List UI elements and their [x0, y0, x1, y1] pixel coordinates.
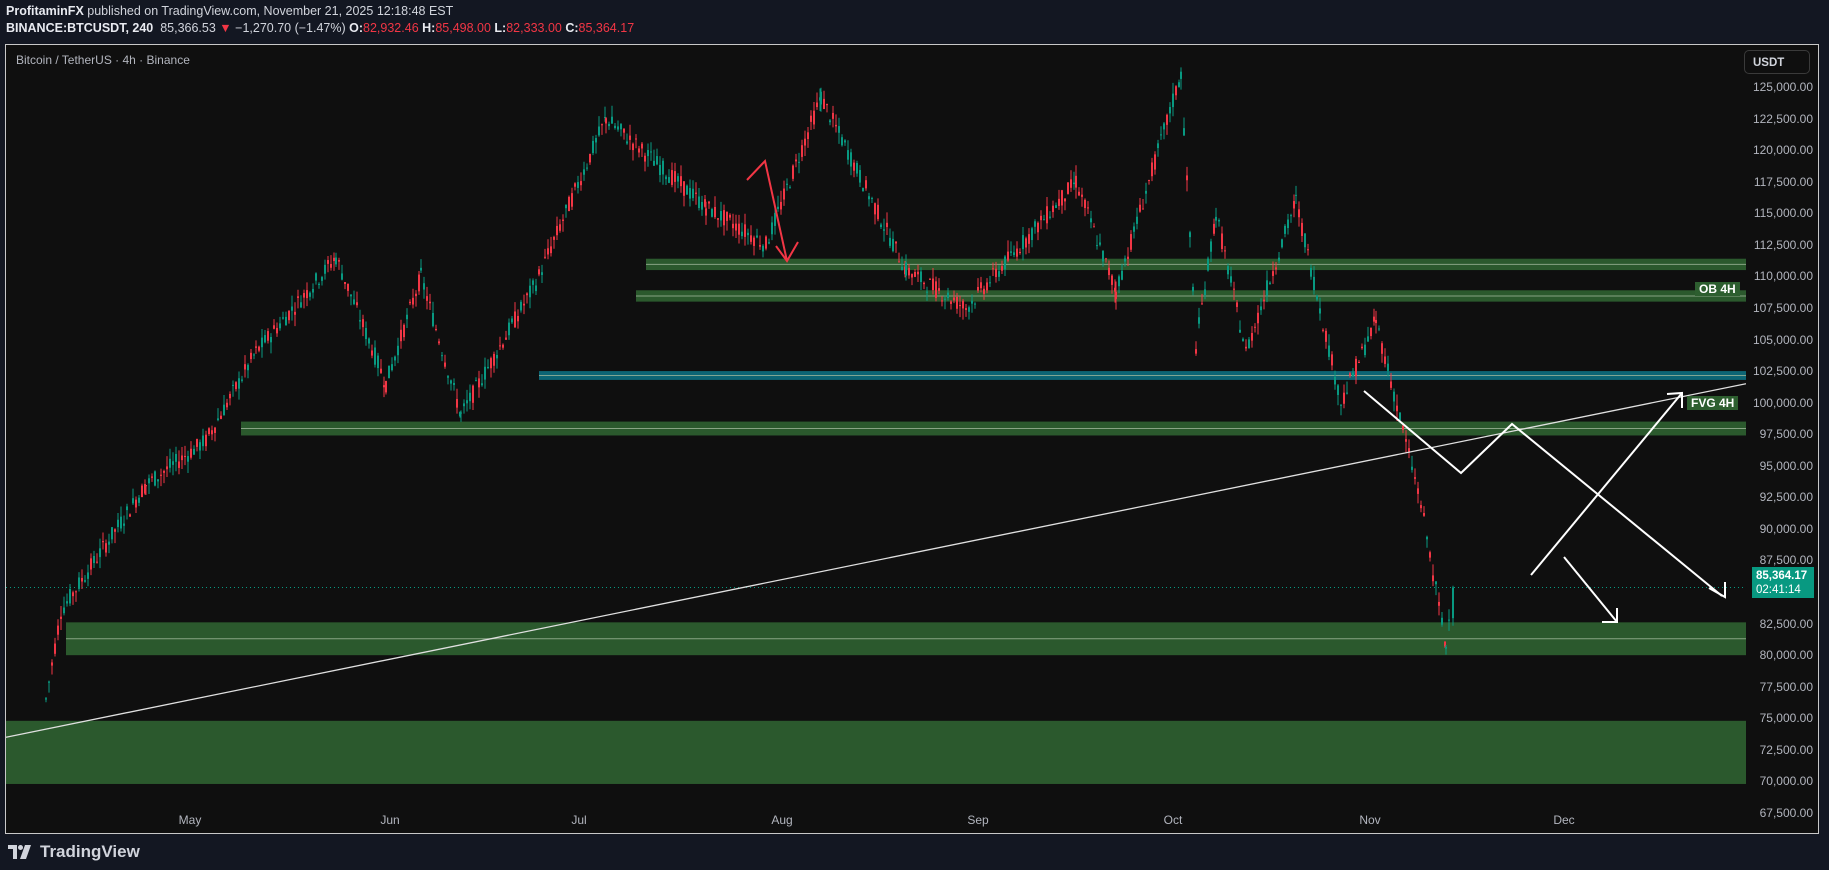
- price-tick: 122,500.00: [1752, 111, 1813, 126]
- triangle-down-icon: ▼: [219, 21, 232, 35]
- time-tick: Jul: [571, 813, 587, 827]
- currency-button[interactable]: USDT: [1744, 50, 1810, 74]
- open-value: 82,932.46: [363, 21, 419, 35]
- time-axis[interactable]: May Jun Jul Aug Sep Oct Nov Dec: [6, 805, 1746, 833]
- time-tick: Dec: [1553, 813, 1575, 827]
- time-tick: May: [178, 813, 202, 827]
- price-tick: 105,000.00: [1752, 332, 1813, 347]
- price-plot[interactable]: [6, 45, 1746, 805]
- price-tick: 67,500.00: [1759, 805, 1813, 820]
- time-tick: Jun: [380, 813, 400, 827]
- publish-header: ProfitaminFX published on TradingView.co…: [6, 3, 634, 36]
- price-tick: 112,500.00: [1753, 237, 1813, 252]
- brand-name: TradingView: [40, 842, 140, 861]
- price-tick: 120,000.00: [1752, 143, 1813, 158]
- price-axis[interactable]: 125,000.00 122,500.00 120,000.00 117,500.00…: [1751, 45, 1821, 835]
- price-tick: 82,500.00: [1759, 616, 1813, 631]
- open-label: O:: [349, 21, 364, 35]
- price-tick: 102,500.00: [1752, 364, 1813, 379]
- close-label: C:: [565, 21, 579, 35]
- tradingview-logo-icon: [8, 845, 31, 859]
- price-tick: 70,000.00: [1759, 774, 1813, 789]
- close-value: 85,364.17: [578, 21, 635, 35]
- price-tick: 75,000.00: [1759, 711, 1813, 726]
- ob-4h-label: OB 4H: [1695, 282, 1740, 296]
- symbol-label: BINANCE:BTCUSDT, 240: [6, 21, 154, 35]
- price-tick: 90,000.00: [1759, 521, 1813, 536]
- last-price: 85,366.53: [160, 21, 216, 35]
- price-tick: 92,500.00: [1759, 490, 1813, 505]
- price-tick: 77,500.00: [1759, 679, 1813, 694]
- low-value: 82,333.00: [506, 21, 562, 35]
- author-name[interactable]: ProfitaminFX: [6, 4, 84, 18]
- published-text: published on TradingView.com, November 2…: [87, 4, 454, 18]
- price-tick: 97,500.00: [1759, 427, 1813, 442]
- time-tick: Nov: [1359, 813, 1381, 827]
- price-tick: 72,500.00: [1759, 742, 1813, 757]
- price-change: −1,270.70 (−1.47%): [235, 21, 346, 35]
- high-label: H:: [422, 21, 436, 35]
- time-tick: Sep: [967, 813, 989, 827]
- price-tick: 125,000.00: [1752, 80, 1813, 94]
- price-tick: 87,500.00: [1759, 553, 1813, 568]
- current-price: 85,364.17: [1756, 570, 1808, 582]
- bar-countdown: 02:41:14: [1756, 584, 1801, 596]
- price-tick: 95,000.00: [1759, 458, 1813, 473]
- chart-title: Bitcoin / TetherUS · 4h · Binance: [16, 53, 190, 67]
- high-value: 85,498.00: [435, 21, 491, 35]
- chart-pane[interactable]: Bitcoin / TetherUS · 4h · Binance USDT O…: [5, 44, 1819, 834]
- price-tick: 107,500.00: [1752, 300, 1813, 315]
- tradingview-footer[interactable]: TradingView: [8, 842, 140, 862]
- time-tick: Oct: [1163, 813, 1183, 827]
- current-price-tag: 85,364.17 02:41:14: [1752, 567, 1814, 598]
- price-tick: 80,000.00: [1759, 648, 1813, 663]
- price-tick: 115,000.00: [1753, 206, 1813, 221]
- price-tick: 110,000.00: [1753, 269, 1813, 284]
- time-tick: Aug: [771, 813, 793, 827]
- price-tick: 100,000.00: [1752, 395, 1813, 410]
- price-tick: 117,500.00: [1753, 174, 1813, 189]
- low-label: L:: [494, 21, 507, 35]
- fvg-4h-label: FVG 4H: [1687, 396, 1739, 410]
